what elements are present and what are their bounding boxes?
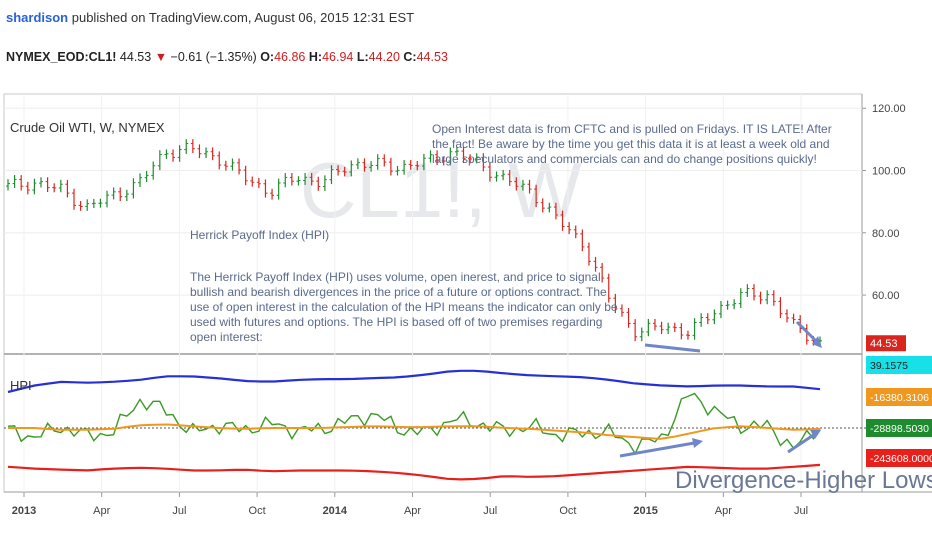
divergence-arrows xyxy=(619,320,822,458)
hpi-heading-annotation: Herrick Payoff Index (HPI) xyxy=(190,228,330,242)
price-y-tick-label: 80.00 xyxy=(872,228,900,240)
last-price-badge xyxy=(866,335,906,352)
price-y-tick-label: 120.00 xyxy=(872,103,906,115)
open-label: O: xyxy=(260,50,275,64)
divergence-annotation: Divergence-Higher Lows xyxy=(675,467,932,494)
chart-area[interactable]: CL1!, W 120.00 100.00 80.00 60.00 44.53 39.1… xyxy=(0,92,932,550)
x-tick-label: Apr xyxy=(93,505,110,517)
time-x-axis[interactable]: 2013 Apr Jul Oct 2014 Apr Jul Oct 2015 Apr Jul xyxy=(12,492,808,517)
x-tick-label: 2015 xyxy=(633,505,657,517)
price-chart-title: Crude Oil WTI, W, NYMEX xyxy=(10,120,165,135)
hpi-value-label: 39.1575 xyxy=(870,360,908,372)
close-label: C: xyxy=(403,50,417,64)
hpi-value-badge xyxy=(866,356,932,374)
hpi-lower-band xyxy=(7,463,821,481)
open-value: 46.86 xyxy=(274,50,306,64)
hpi-value-label: -16380.3106 xyxy=(870,392,929,404)
price-divergence-arrow-1 xyxy=(644,343,701,353)
hpi-series xyxy=(4,369,932,481)
chart-header: shardison published on TradingView.com, … xyxy=(0,0,932,92)
arrowhead-icon xyxy=(692,438,703,448)
publisher-text: published on TradingView.com, August 06,… xyxy=(68,10,415,25)
last-price: 44.53 xyxy=(119,50,152,64)
price-y-axis[interactable]: 120.00 100.00 80.00 60.00 44.53 xyxy=(862,103,906,352)
publisher-user-link[interactable]: shardison xyxy=(6,10,69,25)
last-price-badge-label: 44.53 xyxy=(870,338,898,350)
x-tick-label: Jul xyxy=(794,505,808,517)
price-series xyxy=(6,139,822,346)
x-tick-label: 2013 xyxy=(12,505,36,517)
hpi-pane-title: HPI xyxy=(10,378,32,393)
hpi-divergence-arrow-1 xyxy=(619,440,701,458)
watermark: CL1!, W xyxy=(300,146,582,234)
x-tick-label: Jul xyxy=(172,505,186,517)
hpi-signal-line xyxy=(8,423,821,440)
price-y-tick-label: 60.00 xyxy=(872,290,900,302)
x-tick-label: Jul xyxy=(483,505,497,517)
hpi-body-annotation: The Herrick Payoff Index (HPI) uses volu… xyxy=(190,270,618,344)
x-tick-label: Oct xyxy=(559,505,576,517)
hpi-value-label: -243608.0000 xyxy=(870,453,932,465)
hpi-upper-band xyxy=(7,369,821,394)
x-tick-label: Oct xyxy=(249,505,266,517)
close-value: 44.53 xyxy=(416,50,448,64)
low-label: L: xyxy=(356,50,369,64)
publisher-line: shardison published on TradingView.com, … xyxy=(6,10,414,25)
down-arrow-icon: ▼ xyxy=(154,50,168,64)
hpi-value-badge xyxy=(866,388,932,406)
x-tick-label: 2014 xyxy=(323,505,348,517)
arrowhead-icon xyxy=(812,336,822,348)
high-label: H: xyxy=(308,50,323,64)
hpi-line xyxy=(7,392,821,456)
hpi-value-badge xyxy=(866,419,932,437)
hpi-value-label: -28898.5030 xyxy=(870,423,929,435)
hpi-y-labels: 39.1575 -16380.3106 -28898.5030 -243608.000… xyxy=(866,356,932,467)
high-value: 46.94 xyxy=(322,50,354,64)
x-tick-label: Apr xyxy=(715,505,732,517)
price-chart-svg[interactable]: CL1!, W 120.00 100.00 80.00 60.00 44.53 39.1… xyxy=(0,92,932,550)
arrowhead-icon xyxy=(810,430,821,439)
symbol-label[interactable]: NYMEX_EOD:CL1! xyxy=(6,50,117,64)
hpi-value-badge xyxy=(866,449,932,467)
quote-line: NYMEX_EOD:CL1! 44.53 ▼ −0.61 (−1.35%) O:… xyxy=(6,50,448,64)
price-y-tick-label: 100.00 xyxy=(872,166,906,178)
x-tick-label: Apr xyxy=(404,505,421,517)
oi-note-annotation: Open Interest data is from CFTC and is p… xyxy=(432,122,832,166)
price-change: −0.61 (−1.35%) xyxy=(170,50,257,64)
low-value: 44.20 xyxy=(368,50,400,64)
